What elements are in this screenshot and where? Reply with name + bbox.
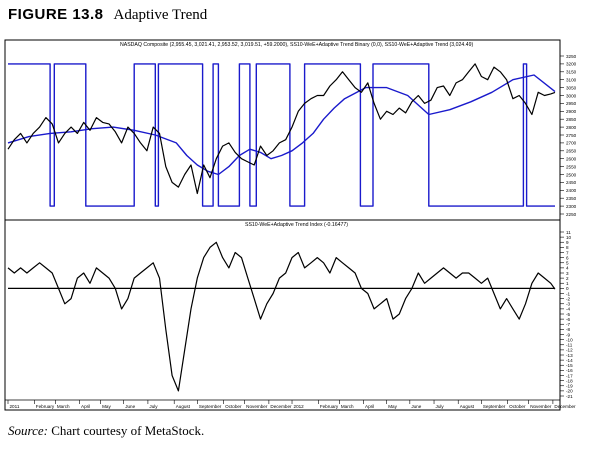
upper-y-tick-label: 2800 bbox=[566, 125, 577, 130]
upper-y-tick-label: 2950 bbox=[566, 101, 577, 106]
x-tick-label: August bbox=[460, 404, 475, 409]
x-tick-label: September bbox=[199, 404, 222, 409]
lower-y-tick-label: -9 bbox=[566, 332, 571, 337]
upper-y-tick-label: 2550 bbox=[566, 164, 577, 169]
trend-index-line bbox=[7, 241, 556, 392]
lower-y-tick-label: -7 bbox=[566, 322, 571, 327]
lower-y-tick-label: 9 bbox=[566, 240, 569, 245]
x-tick-label: December bbox=[270, 404, 292, 409]
lower-y-tick-label: 7 bbox=[566, 250, 569, 255]
upper-y-tick-label: 2850 bbox=[566, 117, 577, 122]
figure-title: FIGURE 13.8 Adaptive Trend bbox=[8, 6, 207, 24]
lower-y-tick-label: -10 bbox=[566, 337, 573, 342]
upper-y-tick-label: 2750 bbox=[566, 133, 577, 138]
lower-y-tick-label: -12 bbox=[566, 348, 573, 353]
upper-y-tick-label: 3150 bbox=[566, 70, 577, 75]
x-axis: 2011 February March April May June July August S… bbox=[7, 400, 576, 409]
lower-y-tick-label: 2 bbox=[566, 276, 569, 281]
figure-caption: Adaptive Trend bbox=[113, 7, 208, 23]
lower-y-tick-label: -5 bbox=[566, 312, 571, 317]
x-tick-label: June bbox=[411, 404, 421, 409]
upper-y-tick-label: 2700 bbox=[566, 141, 577, 146]
lower-y-tick-label: 6 bbox=[566, 255, 569, 260]
upper-y-tick-label: 3200 bbox=[566, 62, 577, 67]
upper-y-tick-label: 2600 bbox=[566, 157, 577, 162]
upper-y-tick-label: 3250 bbox=[566, 54, 577, 59]
source-text: Chart courtesy of MetaStock. bbox=[51, 423, 205, 438]
lower-y-tick-label: -19 bbox=[566, 384, 573, 389]
x-tick-label: April bbox=[81, 404, 90, 409]
lower-y-tick-label: -13 bbox=[566, 353, 573, 358]
lower-y-tick-label: 8 bbox=[566, 245, 569, 250]
upper-plot bbox=[7, 63, 556, 207]
x-tick-label: May bbox=[102, 404, 111, 409]
lower-y-tick-label: -1 bbox=[566, 291, 571, 296]
lower-y-tick-label: -16 bbox=[566, 368, 573, 373]
x-tick-label: April bbox=[365, 404, 374, 409]
lower-y-axis: 11109876543210-1-2-3-4-5-6-7-8-9-10-11-1… bbox=[560, 230, 573, 399]
lower-y-tick-label: 10 bbox=[566, 235, 572, 240]
lower-y-tick-label: -18 bbox=[566, 378, 573, 383]
x-tick-label: May bbox=[388, 404, 397, 409]
lower-y-tick-label: -4 bbox=[566, 307, 571, 312]
x-tick-label: September bbox=[483, 404, 506, 409]
chart-frame bbox=[4, 39, 561, 411]
adaptive-trend-binary-line bbox=[8, 63, 555, 207]
upper-y-tick-label: 2350 bbox=[566, 196, 577, 201]
lower-y-tick-label: 0 bbox=[566, 286, 569, 291]
upper-y-tick-label: 2500 bbox=[566, 172, 577, 177]
lower-y-tick-label: 1 bbox=[566, 281, 569, 286]
x-tick-label: October bbox=[509, 404, 526, 409]
upper-y-tick-label: 2300 bbox=[566, 204, 577, 209]
source-label: Source: bbox=[8, 423, 48, 438]
lower-panel-title: SS10-WeE+Adaptive Trend Index (-0.16477) bbox=[245, 222, 348, 228]
x-tick-label: February bbox=[320, 404, 339, 409]
upper-y-tick-label: 3000 bbox=[566, 93, 577, 98]
lower-y-tick-label: -6 bbox=[566, 317, 571, 322]
x-tick-label: July bbox=[149, 404, 158, 409]
upper-y-tick-label: 2450 bbox=[566, 180, 577, 185]
x-tick-label: February bbox=[36, 404, 55, 409]
x-tick-label: March bbox=[57, 404, 70, 409]
upper-y-axis: 2250 2300 2350 2400 2450 2500 2550 2600 2650 2700… bbox=[560, 54, 577, 217]
x-tick-label: 2012 bbox=[294, 404, 305, 409]
lower-y-tick-label: 4 bbox=[566, 266, 569, 271]
upper-y-tick-label: 2900 bbox=[566, 109, 577, 114]
x-tick-label: June bbox=[125, 404, 135, 409]
lower-y-tick-label: 3 bbox=[566, 271, 569, 276]
x-tick-label: October bbox=[225, 404, 242, 409]
upper-y-tick-label: 2400 bbox=[566, 188, 577, 193]
upper-panel-title: NASDAQ Composite (2,955.45, 3,021.41, 2,… bbox=[120, 42, 473, 48]
nasdaq-price-line bbox=[7, 63, 556, 195]
upper-y-tick-label: 3100 bbox=[566, 78, 577, 83]
lower-y-tick-label: 5 bbox=[566, 261, 569, 266]
lower-y-tick-label: 11 bbox=[566, 230, 571, 235]
lower-y-tick-label: -21 bbox=[566, 394, 573, 399]
x-tick-label: November bbox=[246, 404, 268, 409]
lower-y-tick-label: -3 bbox=[566, 302, 571, 307]
figure-number: FIGURE 13.8 bbox=[8, 6, 104, 23]
x-tick-label: 2011 bbox=[10, 404, 20, 409]
source-note: Source: Chart courtesy of MetaStock. bbox=[8, 423, 204, 439]
lower-y-tick-label: -17 bbox=[566, 373, 573, 378]
lower-y-tick-label: -11 bbox=[566, 343, 573, 348]
lower-y-tick-label: -8 bbox=[566, 327, 571, 332]
chart: NASDAQ Composite (2,955.45, 3,021.41, 2,… bbox=[4, 39, 577, 411]
x-tick-label: July bbox=[436, 404, 445, 409]
lower-y-tick-label: -15 bbox=[566, 363, 573, 368]
x-tick-label: December bbox=[554, 404, 576, 409]
lower-y-tick-label: -20 bbox=[566, 389, 573, 394]
lower-y-tick-label: -2 bbox=[566, 296, 571, 301]
upper-y-tick-label: 3050 bbox=[566, 85, 577, 90]
x-tick-label: August bbox=[176, 404, 191, 409]
upper-y-tick-label: 2250 bbox=[566, 212, 577, 217]
x-tick-label: March bbox=[341, 404, 354, 409]
lower-y-tick-label: -14 bbox=[566, 358, 573, 363]
x-tick-label: November bbox=[530, 404, 552, 409]
upper-y-tick-label: 2650 bbox=[566, 149, 577, 154]
lower-plot bbox=[7, 241, 556, 392]
